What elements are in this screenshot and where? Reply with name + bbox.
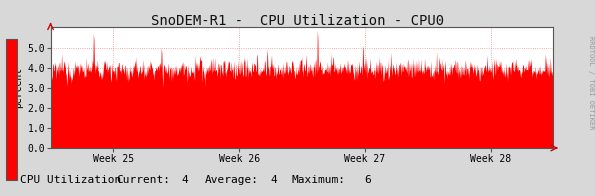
Text: CPU Utilization: CPU Utilization xyxy=(20,175,121,185)
Text: Average:: Average: xyxy=(205,175,259,185)
Text: 6: 6 xyxy=(364,175,371,185)
Text: 4: 4 xyxy=(271,175,277,185)
Y-axis label: percent: percent xyxy=(13,67,23,108)
Text: 4: 4 xyxy=(181,175,188,185)
Text: SnoDEM-R1 -  CPU Utilization - CPU0: SnoDEM-R1 - CPU Utilization - CPU0 xyxy=(151,14,444,28)
Text: Current:: Current: xyxy=(116,175,170,185)
Text: RRDTOOL / TOBI OETIKER: RRDTOOL / TOBI OETIKER xyxy=(588,35,594,129)
Text: Maximum:: Maximum: xyxy=(292,175,346,185)
